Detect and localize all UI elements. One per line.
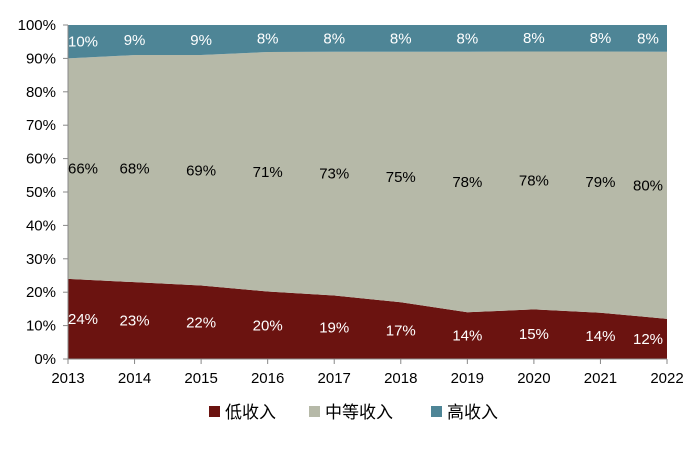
data-label-series-1: 12% [633,331,663,348]
plot-areas [68,25,667,359]
x-tick-label: 2013 [51,370,84,387]
data-label-series-1: 14% [585,328,615,345]
data-label-series-1: 17% [386,323,416,340]
data-label-series-3: 8% [323,30,345,47]
data-label-series-1: 20% [253,317,283,334]
data-label-series-2: 71% [253,164,283,181]
area-series-3 [68,25,667,59]
legend: 低收入 中等收入 高收入 [209,403,498,423]
y-tick-label: 0% [34,351,56,368]
y-tick-label: 60% [26,151,56,168]
data-label-series-1: 24% [68,311,98,328]
data-label-series-3: 8% [637,30,659,47]
y-tick-label: 40% [26,217,56,234]
data-label-series-3: 9% [124,32,146,49]
legend-label: 高收入 [447,403,498,423]
legend-swatch [309,406,320,417]
area-series-2 [68,51,667,319]
data-label-series-2: 78% [452,174,482,191]
x-tick-label: 2019 [451,370,484,387]
area-series-1 [68,278,667,359]
x-tick-label: 2022 [650,370,683,387]
data-label-series-3: 8% [390,30,412,47]
legend-swatch [209,406,220,417]
data-label-series-3: 8% [456,30,478,47]
data-label-series-3: 9% [190,32,212,49]
data-label-series-2: 73% [319,166,349,183]
data-label-series-2: 78% [519,172,549,189]
y-tick-label: 50% [26,184,56,201]
data-labels: 24% 23% 22% 20% 19% 17% 14% 15% 14% 12% 66% 68% 69% 7… [68,30,663,348]
x-tick-label: 2015 [184,370,217,387]
y-tick-label: 70% [26,117,56,134]
data-label-series-2: 79% [585,174,615,191]
data-label-series-2: 69% [186,162,216,179]
y-tick-label: 10% [26,318,56,335]
y-tick-label: 30% [26,251,56,268]
data-label-series-3: 8% [523,30,545,47]
data-label-series-1: 19% [319,319,349,336]
data-label-series-3: 8% [257,30,279,47]
x-tick-label: 2018 [384,370,417,387]
y-tick-label: 100% [18,17,56,34]
y-tick-label: 90% [26,50,56,67]
x-tick-label: 2014 [118,370,151,387]
legend-swatch [431,406,442,417]
x-tick-label: 2016 [251,370,284,387]
data-label-series-3: 8% [590,30,612,47]
data-label-series-1: 23% [120,313,150,330]
data-label-series-3: 10% [68,34,98,51]
data-label-series-2: 66% [68,161,98,178]
x-tick-label: 2021 [584,370,617,387]
legend-label: 低收入 [225,403,276,423]
y-tick-label: 80% [26,84,56,101]
data-label-series-2: 80% [633,177,663,194]
x-tick-label: 2020 [517,370,550,387]
data-label-series-1: 22% [186,314,216,331]
data-label-series-2: 75% [386,169,416,186]
data-label-series-1: 15% [519,326,549,343]
axes: 0% 10% 20% 30% 40% 50% 60% 70% 80% 90% 100% 2013 201… [18,17,684,387]
x-tick-label: 2017 [318,370,351,387]
y-tick-label: 20% [26,284,56,301]
legend-label: 中等收入 [325,403,393,423]
data-label-series-1: 14% [452,328,482,345]
data-label-series-2: 68% [120,161,150,178]
